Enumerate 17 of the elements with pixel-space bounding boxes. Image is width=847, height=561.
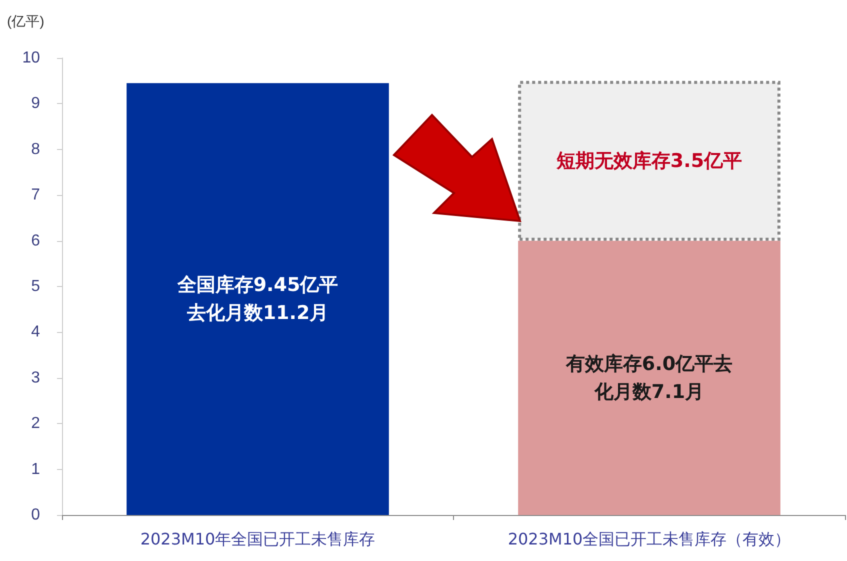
y-tick-label: 0 xyxy=(31,506,40,524)
y-tick-label: 10 xyxy=(22,50,40,66)
y-tick-label: 9 xyxy=(31,95,40,112)
y-tick-label: 1 xyxy=(31,460,40,478)
y-axis-title: (亿平) xyxy=(7,13,44,29)
y-tick-label: 2 xyxy=(31,415,40,432)
y-tick-label: 3 xyxy=(31,369,40,386)
data-label: 全国库存9.45亿平去化月数11.2月 xyxy=(176,274,338,324)
y-tick-label: 8 xyxy=(31,140,40,158)
y-tick-label: 4 xyxy=(31,324,40,341)
y-tick-label: 5 xyxy=(31,278,40,295)
x-tick-label: 2023M10全国已开工未售库存（有效） xyxy=(508,530,791,548)
x-tick-label: 2023M10年全国已开工未售库存 xyxy=(140,530,376,548)
data-label: 有效库存6.0亿平去化月数7.1月 xyxy=(564,352,733,403)
data-label: 短期无效库存3.5亿平 xyxy=(555,150,742,172)
y-tick-label: 7 xyxy=(31,186,40,204)
y-tick-label: 6 xyxy=(31,232,40,250)
